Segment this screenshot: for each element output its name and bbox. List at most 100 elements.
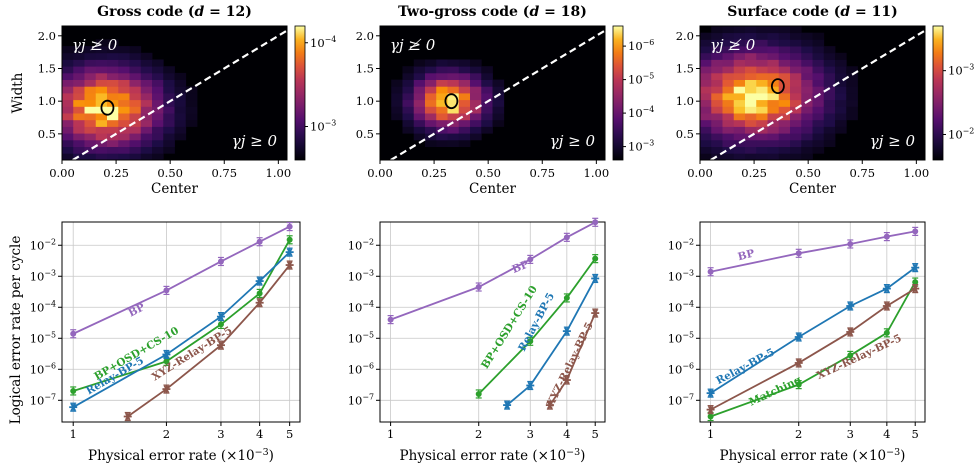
- heatmap-cell: [84, 52, 97, 60]
- heatmap-cell: [152, 59, 164, 67]
- heatmap-cell: [470, 59, 482, 67]
- heatmap-cell: [152, 106, 164, 114]
- x-tick-label: 0.50: [475, 166, 501, 180]
- boundary-diagonal: [390, 29, 606, 161]
- heatmap-cell: [447, 66, 460, 74]
- heatmap-cell: [722, 72, 735, 80]
- heatmap-cell: [823, 52, 836, 60]
- data-point: [882, 284, 891, 293]
- y-tick-label: 1.0: [38, 94, 56, 108]
- heatmap-cell: [84, 106, 97, 114]
- x-tick-label: 0.25: [421, 166, 447, 180]
- heatmap-cell: [62, 113, 74, 121]
- heatmap-cell: [140, 93, 153, 101]
- data-point: [794, 359, 803, 367]
- heatmap-cell: [470, 133, 482, 141]
- heatmap-cell: [767, 153, 780, 161]
- heatmap-cell: [835, 119, 847, 127]
- heatmap-cell: [733, 46, 746, 54]
- y-tick-label: 10−3: [30, 268, 56, 283]
- heatmap-cell: [778, 66, 791, 74]
- heatmap-cell: [425, 119, 437, 127]
- optimum-marker: [100, 99, 115, 116]
- panel-title: Two-gross code (d = 18): [398, 4, 587, 20]
- heatmap-cell: [722, 153, 735, 161]
- region-label-lower: γj ≥ 0: [232, 132, 278, 150]
- heatmap-cell: [790, 26, 802, 34]
- heatmap-cell: [436, 79, 448, 87]
- data-point: [882, 302, 891, 310]
- heatmap-cell: [756, 26, 768, 34]
- heatmap-cell: [470, 72, 482, 80]
- heatmap-cell: [823, 133, 836, 141]
- heatmap-cell: [823, 59, 836, 67]
- heatmap-cell: [801, 146, 813, 154]
- heatmap-cell: [458, 106, 471, 114]
- colorbar-tick-label: 10−6: [628, 38, 654, 53]
- heatmap-cell: [700, 119, 712, 127]
- heatmap-cell: [722, 139, 735, 147]
- data-point: [527, 256, 534, 263]
- heatmap-cell: [402, 72, 415, 80]
- heatmap-cell: [425, 126, 437, 134]
- heatmap-cell: [778, 32, 791, 40]
- heatmap-cell: [756, 52, 768, 60]
- heatmap-cell: [62, 46, 74, 54]
- heatmap-cell: [174, 133, 187, 141]
- heatmap-cell: [722, 93, 735, 101]
- heatmap-cell: [174, 99, 187, 107]
- heatmap-cell: [756, 133, 768, 141]
- y-tick-label: 10−7: [668, 392, 694, 407]
- heatmap-cell: [107, 113, 119, 121]
- heatmap-cell: [140, 106, 153, 114]
- series-label: XYZ-Relay-BP-5: [545, 320, 596, 408]
- heatmap-cell: [733, 59, 746, 67]
- y-tick-label: 10−5: [348, 330, 374, 345]
- heatmap-cell: [492, 106, 505, 114]
- heatmap-cell: [391, 106, 403, 114]
- heatmap-cell: [722, 59, 735, 67]
- x-tick-label: 5: [286, 427, 293, 441]
- heatmap-cell: [801, 113, 813, 121]
- heatmap-cell: [447, 93, 460, 101]
- heatmap-cell: [185, 99, 198, 107]
- heatmap-cell: [745, 26, 757, 34]
- heatmap-cell: [447, 139, 460, 147]
- heatmap-cell: [700, 146, 712, 154]
- plot-frame: [61, 221, 301, 423]
- heatmap-cell: [812, 133, 825, 141]
- heatmap-cell: [733, 32, 746, 40]
- colorbar-tick-label: 10−3: [628, 139, 654, 154]
- heatmap-cell: [447, 72, 460, 80]
- marker-stroke: [707, 389, 714, 398]
- heatmap-cell: [413, 106, 426, 114]
- heatmap-cell: [73, 126, 85, 134]
- heatmap-cell: [425, 93, 437, 101]
- colorbar: [612, 25, 624, 161]
- y-tick-label: 10−2: [348, 237, 374, 252]
- heatmap-cell: [62, 126, 74, 134]
- heatmap-cell: [174, 119, 187, 127]
- heatmap-cell: [711, 99, 723, 107]
- heatmap-cell: [756, 99, 768, 107]
- heatmap-cell: [140, 66, 153, 74]
- heatmap-cell: [481, 86, 493, 94]
- heatmap-cell: [436, 119, 448, 127]
- heatmap-cell: [711, 79, 723, 87]
- heatmap-cell: [413, 126, 426, 134]
- heatmap-cell: [846, 93, 858, 101]
- heatmap-cell: [458, 133, 471, 141]
- heatmap-cell: [402, 119, 415, 127]
- marker-stroke: [884, 284, 890, 293]
- heatmap-cell: [801, 79, 813, 87]
- heatmap-cell: [790, 39, 802, 47]
- heatmap-cell: [711, 126, 723, 134]
- heatmap-cell: [62, 52, 74, 60]
- heatmap-cell: [447, 99, 460, 107]
- heatmap-cell: [767, 39, 780, 47]
- heatmap-cell: [812, 126, 825, 134]
- heatmap-cell: [107, 72, 119, 80]
- heatmap-cell: [756, 79, 768, 87]
- heatmap-cell: [700, 93, 712, 101]
- heatmap-cell: [778, 146, 791, 154]
